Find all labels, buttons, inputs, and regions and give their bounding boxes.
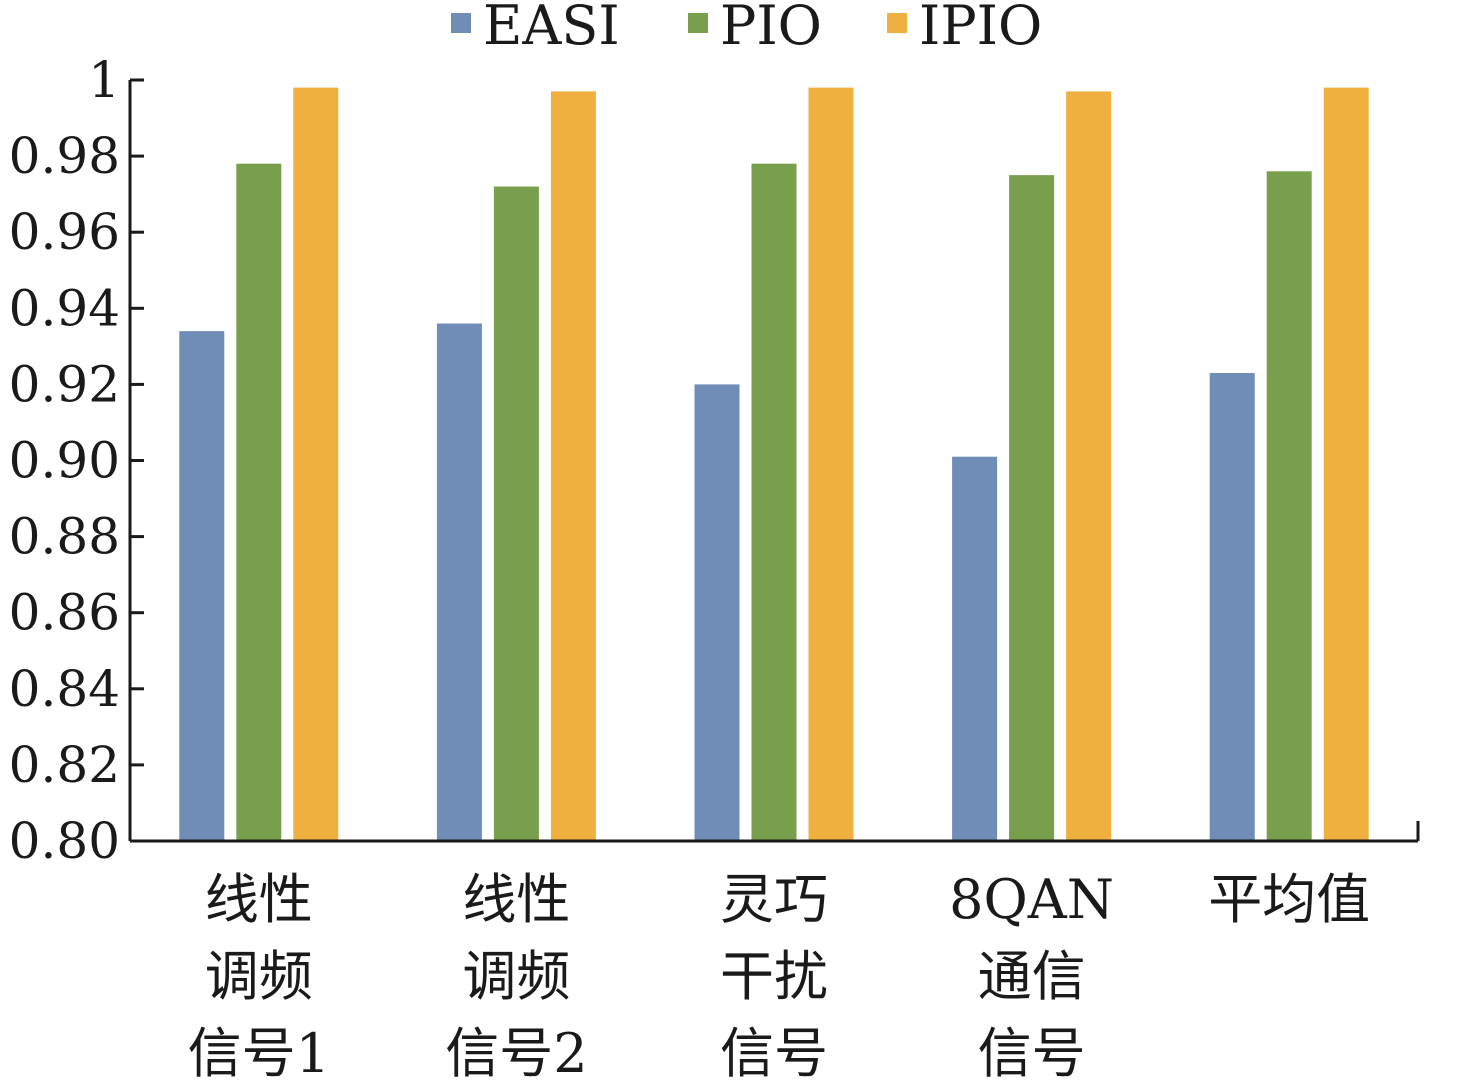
category-label: 灵巧 [720, 868, 828, 931]
bar-pio [493, 186, 539, 842]
category-label: 调频 [205, 945, 313, 1008]
category-label: 线性 [205, 868, 313, 931]
category-label: 通信 [978, 945, 1086, 1008]
category-label: 8QAN [949, 868, 1114, 931]
bar-ipio [808, 87, 854, 842]
bar-easi [179, 331, 225, 841]
y-tick-label: 0.98 [9, 127, 120, 185]
bar-easi [436, 323, 482, 841]
category-label: 干扰 [720, 945, 828, 1008]
bar-ipio [293, 87, 339, 842]
category-label: 信号1 [188, 1022, 330, 1083]
y-tick-label: 0.84 [9, 660, 120, 718]
bars [179, 87, 1369, 842]
bar-ipio [1323, 87, 1369, 842]
legend-swatch-pio [688, 13, 708, 33]
y-tick-label: 0.82 [9, 736, 120, 794]
bar-pio [751, 163, 797, 841]
bar-easi [694, 384, 740, 841]
bar-pio [1266, 171, 1312, 841]
category-label: 信号 [978, 1022, 1086, 1083]
y-tick-label: 0.90 [9, 432, 120, 490]
category-label: 信号 [720, 1022, 828, 1083]
y-tick-label: 0.86 [9, 584, 120, 642]
legend-swatch-ipio [887, 13, 907, 33]
category-label: 调频 [462, 945, 570, 1008]
bar-ipio [550, 91, 596, 842]
y-tick-label: 0.88 [9, 508, 120, 566]
legend-swatch-easi [451, 13, 471, 33]
category-label: 信号2 [445, 1022, 587, 1083]
legend-label-ipio: IPIO [919, 0, 1042, 57]
bar-easi [952, 456, 998, 841]
bar-ipio [1066, 91, 1112, 842]
y-tick-label: 0.96 [9, 203, 120, 261]
bar-easi [1209, 372, 1255, 841]
bar-pio [236, 163, 282, 841]
y-tick-label: 0.92 [9, 355, 120, 413]
legend: EASI PIO IPIO [451, 0, 1042, 57]
y-tick-label: 1 [88, 51, 120, 109]
category-label: 平均值 [1208, 868, 1370, 931]
y-tick-label: 0.94 [9, 279, 120, 337]
y-tick-label: 0.80 [9, 812, 120, 870]
bar-pio [1009, 175, 1055, 841]
legend-label-pio: PIO [720, 0, 822, 57]
legend-label-easi: EASI [483, 0, 620, 57]
category-label: 线性 [462, 868, 570, 931]
y-axis: 0.80 0.82 0.84 0.86 0.88 0.90 0.92 0.94 0.96 0.98… [9, 51, 144, 870]
